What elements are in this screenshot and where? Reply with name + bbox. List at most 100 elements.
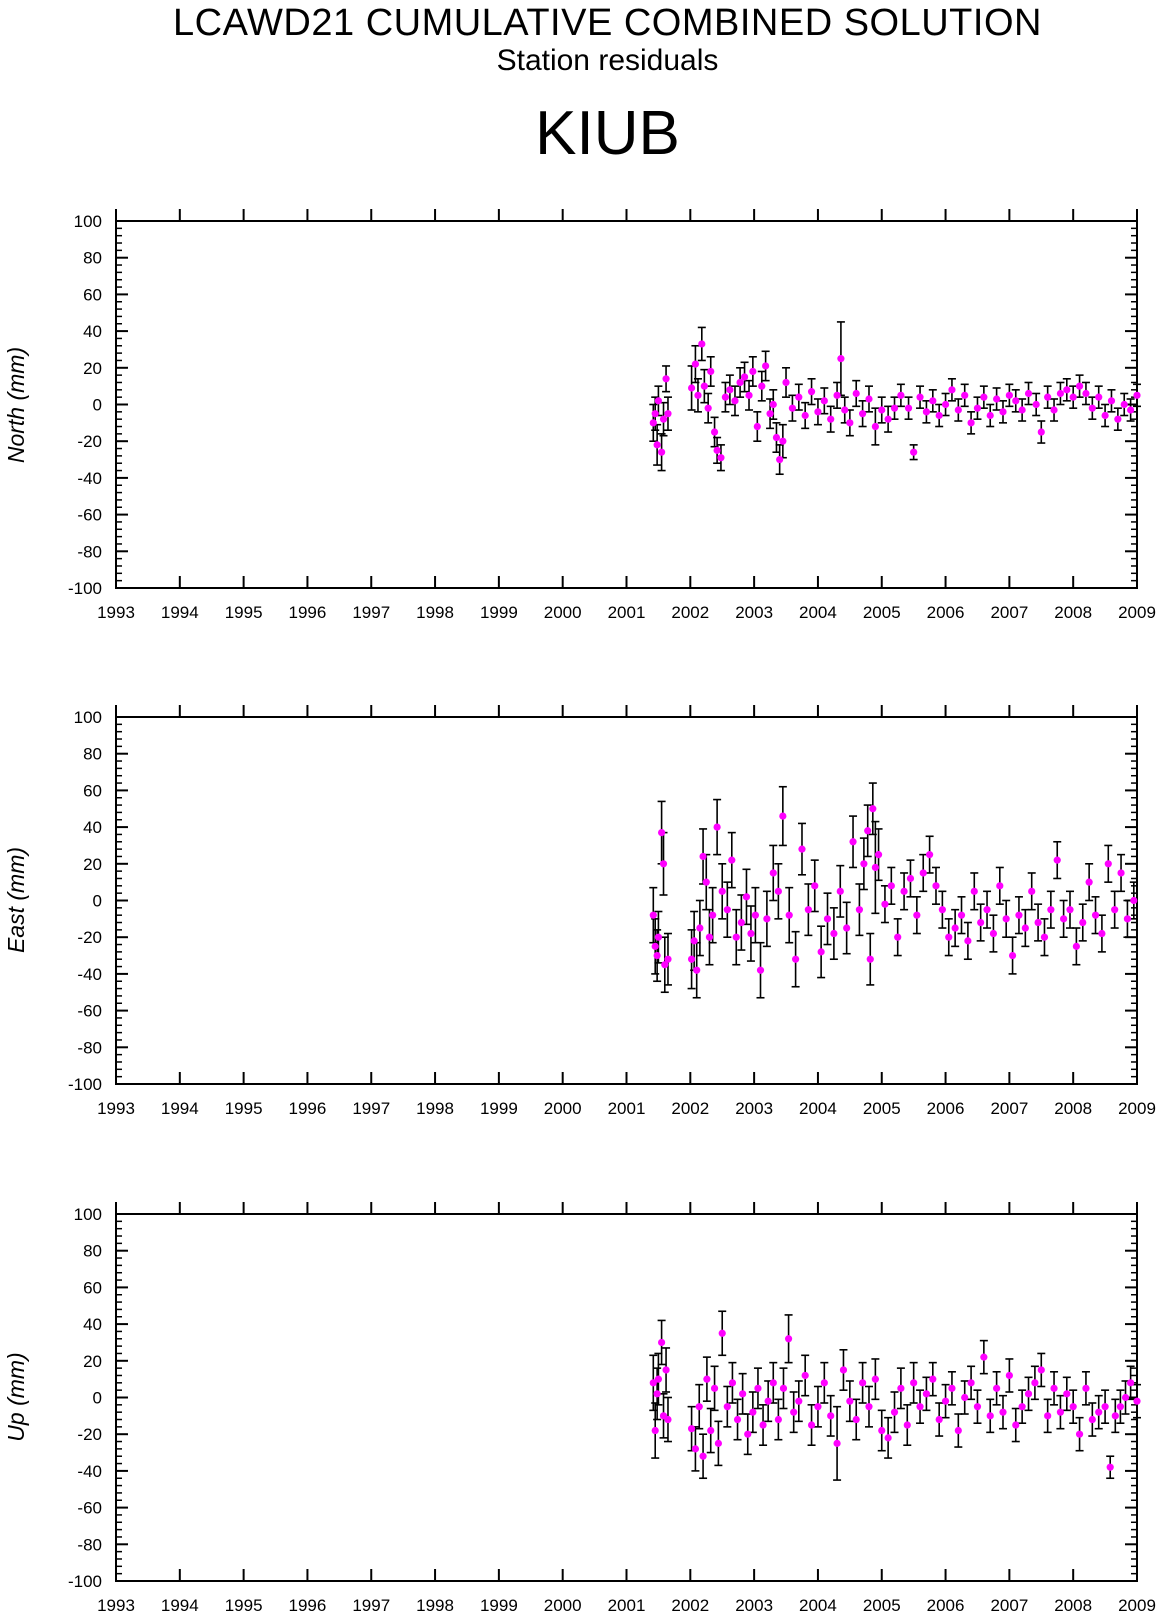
data-point	[736, 378, 744, 387]
data-point	[651, 410, 659, 418]
data-point	[846, 1397, 854, 1405]
data-point	[1028, 887, 1036, 895]
chart-title: LCAWD21 CUMULATIVE COMBINED SOLUTION	[173, 2, 1042, 44]
data-point	[769, 1379, 777, 1387]
data-point	[913, 911, 921, 919]
data-point	[790, 1408, 798, 1416]
data-point	[691, 1445, 700, 1453]
data-point	[1127, 1379, 1135, 1387]
data-point	[779, 1384, 788, 1392]
y-tick-label: 100	[74, 212, 102, 231]
x-tick-label: 2004	[799, 1596, 837, 1615]
data-point	[890, 404, 899, 412]
data-point	[649, 419, 657, 427]
data-point	[871, 863, 879, 872]
data-point	[653, 951, 661, 960]
data-point	[1117, 869, 1125, 877]
data-point	[807, 1421, 816, 1429]
data-point	[709, 911, 717, 919]
x-tick-label: 2007	[990, 1596, 1028, 1615]
data-point	[871, 422, 879, 431]
data-point	[823, 915, 832, 923]
data-point	[758, 382, 766, 390]
data-point	[728, 856, 736, 864]
y-tick-label: -40	[77, 965, 102, 984]
x-tick-label: 1995	[225, 603, 263, 622]
data-point	[779, 437, 787, 445]
data-point	[855, 906, 864, 914]
y-tick-label: -40	[77, 469, 102, 488]
data-point	[935, 411, 943, 420]
data-point	[836, 887, 844, 895]
x-tick-label: 2001	[608, 1099, 646, 1118]
data-point	[989, 929, 998, 938]
data-point	[919, 869, 927, 877]
data-point	[967, 1379, 975, 1387]
data-point	[1075, 1430, 1084, 1438]
x-tick-label: 2005	[863, 603, 901, 622]
data-point	[986, 411, 994, 420]
data-point	[1021, 924, 1029, 932]
data-series	[649, 321, 1141, 476]
x-tick-label: 1995	[225, 1596, 263, 1615]
x-tick-label: 1997	[352, 603, 390, 622]
data-point	[866, 955, 874, 963]
data-point	[1056, 1408, 1065, 1416]
data-point	[1032, 400, 1040, 409]
data-point	[718, 887, 726, 895]
y-tick-label: -80	[77, 1038, 102, 1057]
data-point	[1034, 918, 1042, 927]
data-point	[887, 882, 895, 890]
data-point	[820, 1379, 828, 1387]
data-point	[653, 1390, 661, 1398]
x-tick-label: 1998	[416, 603, 454, 622]
data-point	[754, 1384, 762, 1392]
data-point	[779, 812, 787, 820]
data-point	[769, 869, 777, 877]
y-tick-label: 0	[93, 396, 102, 415]
data-point	[894, 933, 902, 941]
data-point	[700, 382, 708, 390]
data-point	[1012, 1421, 1020, 1429]
x-tick-label: 2003	[735, 603, 773, 622]
data-point	[865, 395, 873, 403]
x-tick-label: 2006	[927, 1596, 965, 1615]
x-tick-label: 1994	[161, 603, 199, 622]
data-point	[871, 1375, 879, 1383]
data-point	[1082, 389, 1090, 398]
x-tick-label: 2009	[1118, 603, 1156, 622]
data-point	[776, 455, 784, 464]
y-tick-label: -40	[77, 1462, 102, 1481]
data-point	[999, 1408, 1007, 1416]
data-point	[993, 395, 1001, 403]
data-point	[1121, 1393, 1130, 1402]
y-tick-label: 20	[83, 855, 102, 874]
x-tick-label: 1995	[225, 1099, 263, 1118]
data-point	[1002, 915, 1010, 923]
data-point	[710, 1384, 719, 1392]
data-point	[714, 1439, 722, 1447]
data-point	[860, 860, 868, 868]
data-point	[869, 805, 877, 813]
data-point	[653, 441, 661, 449]
data-point	[1095, 1408, 1103, 1416]
data-point	[753, 422, 761, 431]
x-tick-label: 1994	[161, 1596, 199, 1615]
data-point	[983, 906, 991, 914]
data-point	[1031, 1379, 1039, 1387]
data-point	[801, 411, 809, 420]
data-point	[687, 1425, 696, 1433]
data-point	[744, 1430, 752, 1438]
data-point	[1063, 386, 1071, 394]
data-point	[852, 1415, 860, 1424]
data-point	[657, 448, 666, 456]
data-point	[961, 391, 969, 399]
x-tick-label: 1997	[352, 1596, 390, 1615]
data-point	[903, 1421, 911, 1429]
data-point	[817, 948, 825, 956]
data-point	[878, 406, 886, 414]
x-tick-label: 2006	[927, 603, 965, 622]
data-point	[929, 397, 937, 405]
x-tick-label: 1996	[289, 1596, 327, 1615]
